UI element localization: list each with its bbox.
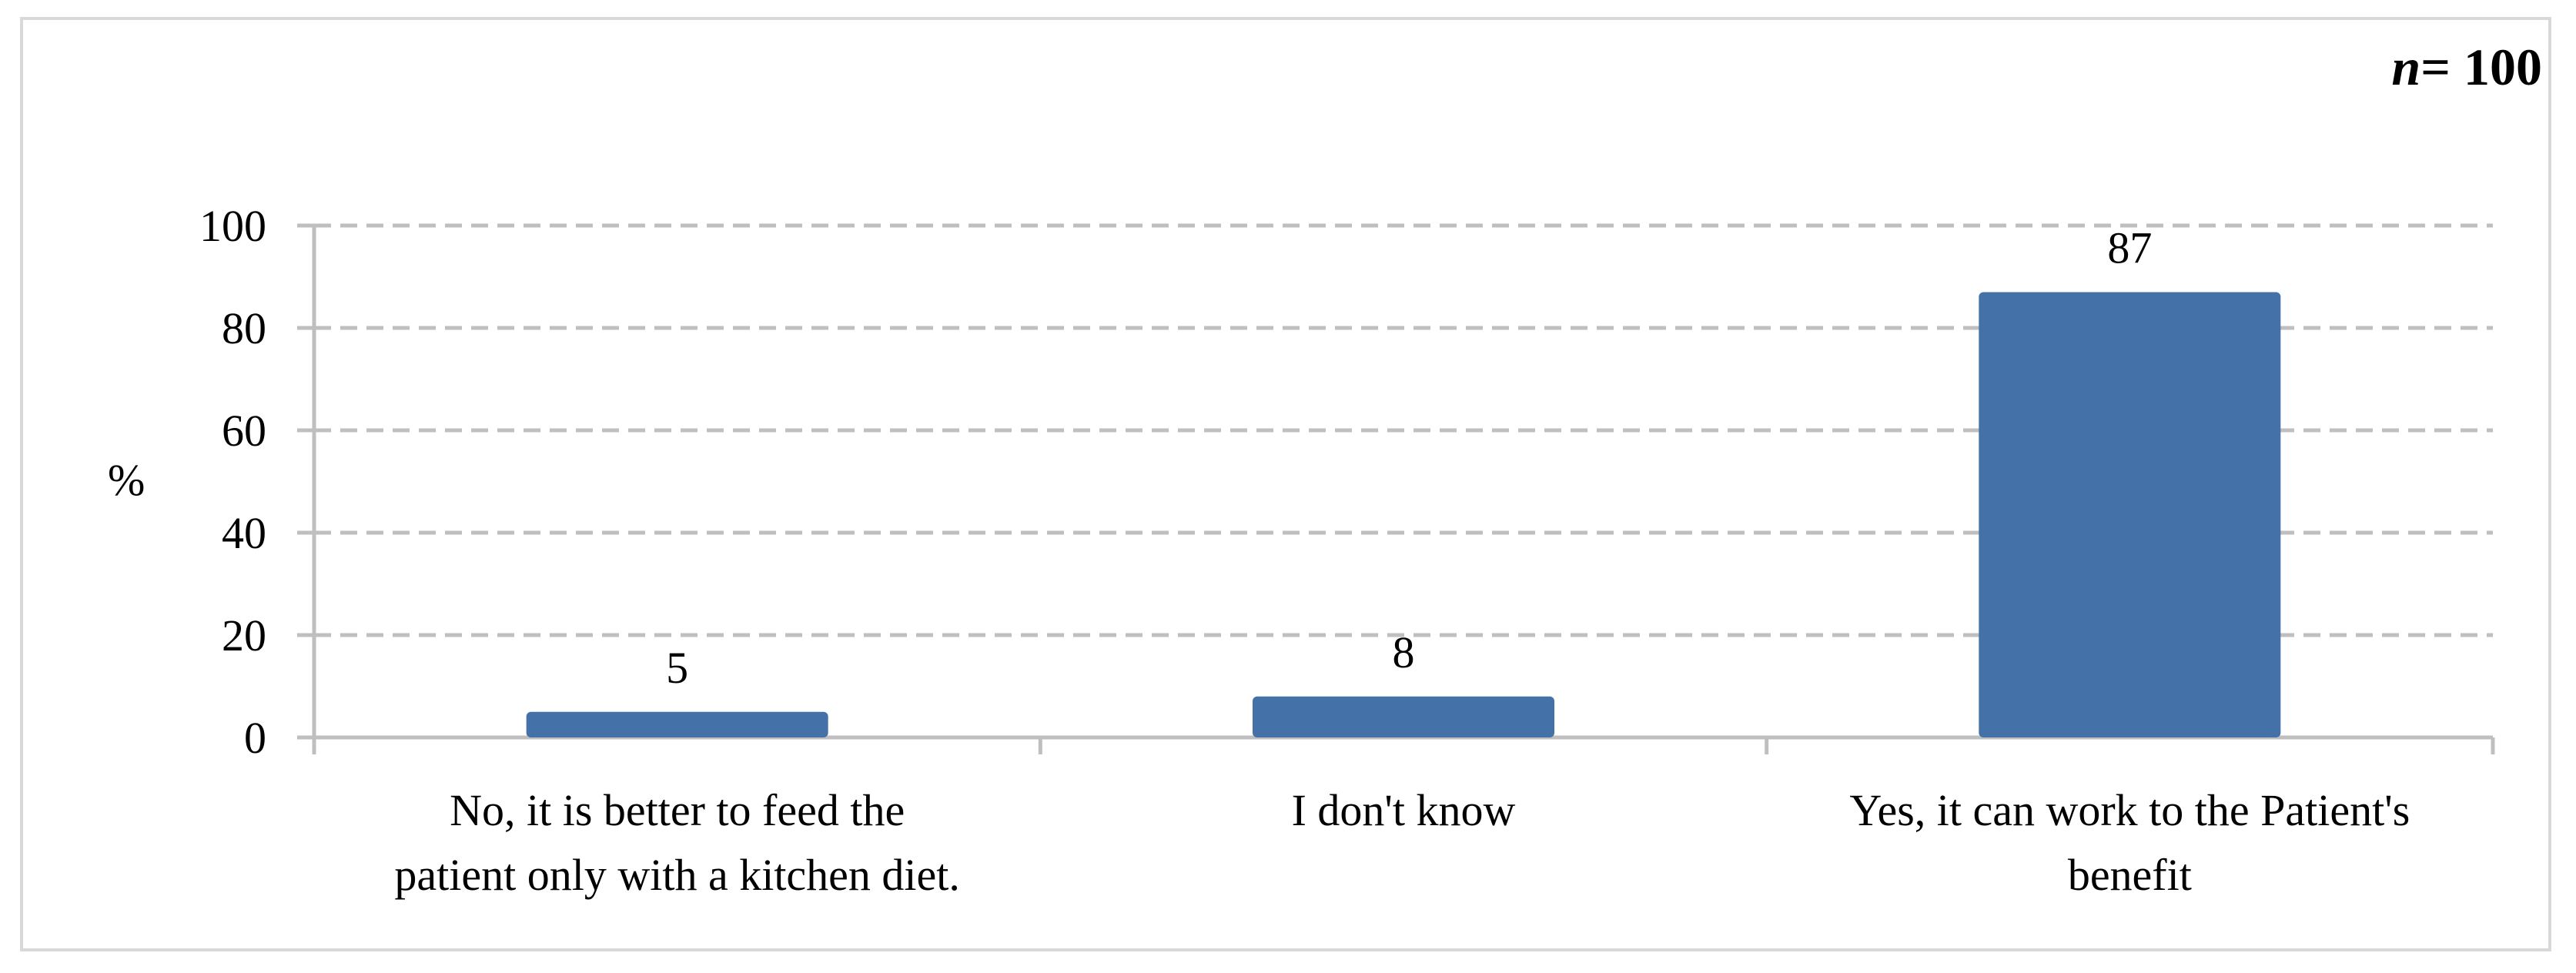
x-tick-label-0-line-1: patient only with a kitchen diet. bbox=[394, 850, 960, 900]
x-tick-label-2-line-1: benefit bbox=[2068, 850, 2192, 900]
x-tick-label-1-line-0: I don't know bbox=[1292, 785, 1516, 835]
y-tick-label-80: 80 bbox=[222, 303, 266, 353]
sample-size-value: = 100 bbox=[2420, 38, 2542, 96]
bar-0 bbox=[526, 711, 828, 737]
data-labels: 5 8 87 bbox=[666, 222, 2152, 692]
sample-size-variable: n bbox=[2391, 38, 2421, 96]
x-tick-label-0-line-0: No, it is better to feed the bbox=[450, 785, 905, 835]
bar-1 bbox=[1253, 696, 1554, 737]
data-label-1: 8 bbox=[1393, 627, 1415, 677]
y-tick-label-60: 60 bbox=[222, 406, 266, 456]
data-label-2: 87 bbox=[2107, 222, 2152, 273]
y-tick-label-100: 100 bbox=[199, 201, 266, 251]
sample-size-label: n= 100 bbox=[2391, 37, 2542, 98]
data-label-0: 5 bbox=[666, 643, 688, 693]
x-tick-label-2-line-0: Yes, it can work to the Patient's bbox=[1849, 785, 2410, 835]
y-tick-label-0: 0 bbox=[244, 713, 266, 763]
tick-labels: 0 20 40 60 80 100 No, it is better to feed the… bbox=[199, 201, 2410, 900]
bars bbox=[526, 292, 2281, 737]
y-axis-label: % bbox=[108, 455, 146, 505]
y-tick-label-40: 40 bbox=[222, 508, 266, 558]
y-tick-label-20: 20 bbox=[222, 610, 266, 660]
bar-2 bbox=[1979, 292, 2281, 737]
